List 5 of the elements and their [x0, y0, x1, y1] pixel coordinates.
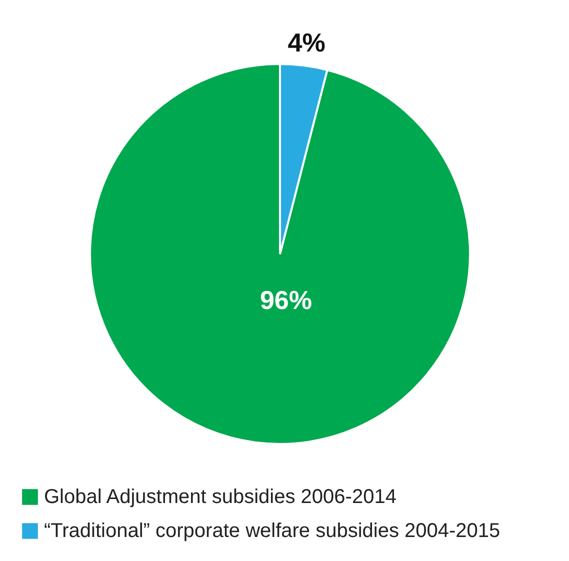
data-label: 4%	[288, 28, 326, 58]
legend-label: “Traditional” corporate welfare subsidies 2004-2015	[44, 520, 500, 542]
legend-label: Global Adjustment subsidies 2006-2014	[44, 486, 396, 508]
data-label: 96%	[260, 285, 312, 316]
pie-slice	[89, 63, 471, 445]
